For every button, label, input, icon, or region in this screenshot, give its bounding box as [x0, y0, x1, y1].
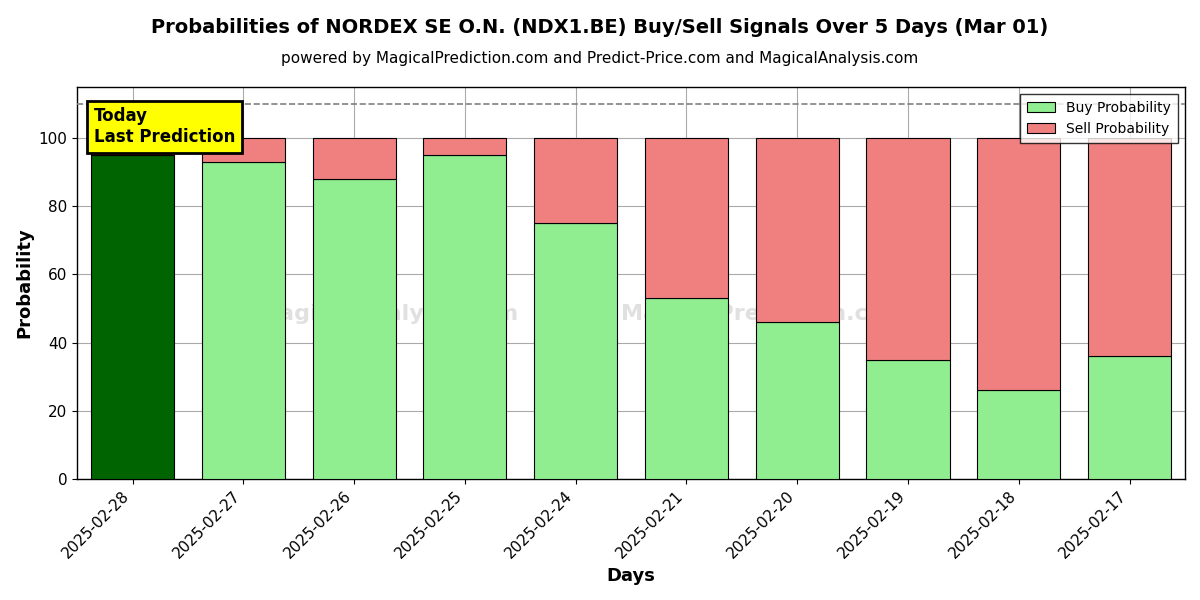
Bar	[91, 155, 174, 479]
Bar	[1088, 138, 1171, 356]
Bar	[644, 298, 728, 479]
Text: powered by MagicalPrediction.com and Predict-Price.com and MagicalAnalysis.com: powered by MagicalPrediction.com and Pre…	[281, 51, 919, 66]
Text: MagicalPrediction.com: MagicalPrediction.com	[622, 304, 907, 324]
Bar	[424, 155, 506, 479]
Text: MagicalAnalysis.com: MagicalAnalysis.com	[257, 304, 518, 324]
Bar	[424, 138, 506, 155]
Bar	[1088, 356, 1171, 479]
Bar	[866, 359, 949, 479]
Bar	[866, 138, 949, 359]
Bar	[312, 138, 396, 179]
Bar	[91, 138, 174, 155]
Legend: Buy Probability, Sell Probability: Buy Probability, Sell Probability	[1020, 94, 1178, 143]
Bar	[312, 179, 396, 479]
Bar	[756, 322, 839, 479]
Y-axis label: Probability: Probability	[14, 227, 32, 338]
Bar	[202, 162, 284, 479]
Bar	[644, 138, 728, 298]
Bar	[534, 138, 617, 223]
Text: Probabilities of NORDEX SE O.N. (NDX1.BE) Buy/Sell Signals Over 5 Days (Mar 01): Probabilities of NORDEX SE O.N. (NDX1.BE…	[151, 18, 1049, 37]
Bar	[977, 390, 1061, 479]
Bar	[977, 138, 1061, 390]
Bar	[202, 138, 284, 162]
X-axis label: Days: Days	[607, 567, 655, 585]
Bar	[534, 223, 617, 479]
Text: Today
Last Prediction: Today Last Prediction	[94, 107, 235, 146]
Bar	[756, 138, 839, 322]
